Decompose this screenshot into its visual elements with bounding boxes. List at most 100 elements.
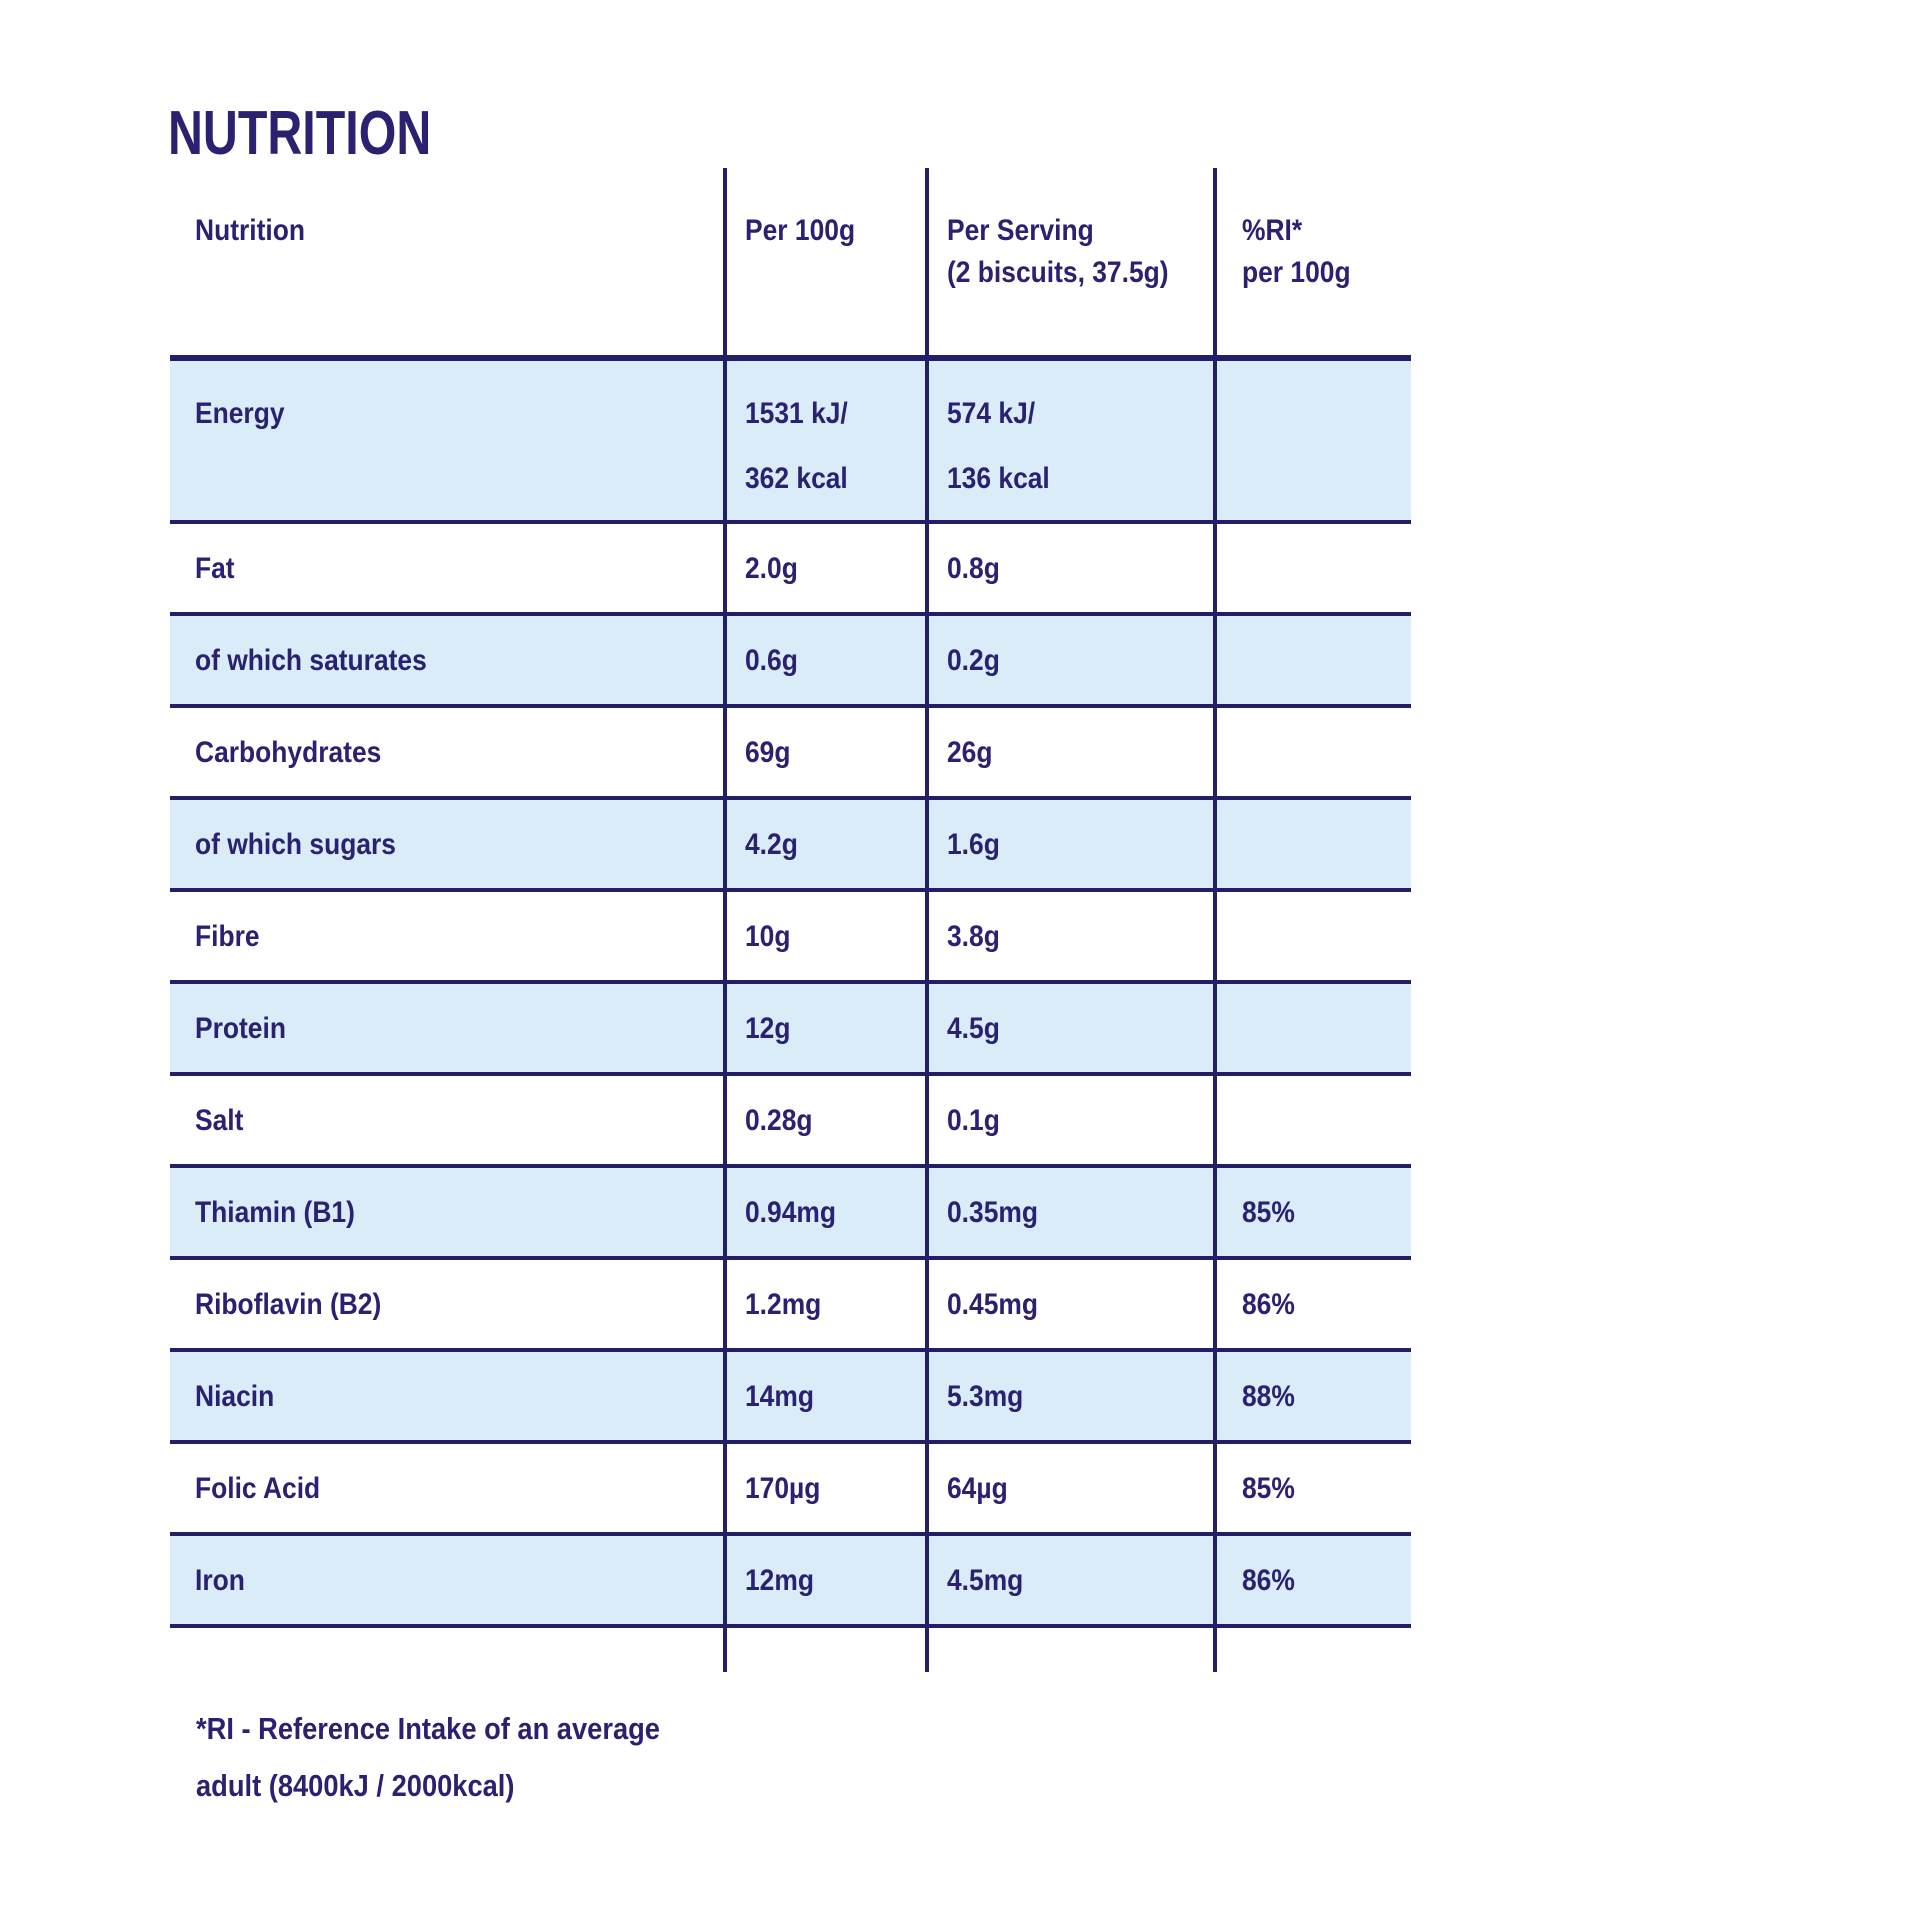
row-label-cell: of which sugars [170,800,723,888]
cell-text: of which saturates [195,643,427,677]
stub-cell [925,1628,1213,1672]
table-row-energy: Energy 1531 kJ/362 kcal 574 kJ/136 kcal [170,355,1411,520]
row-label-cell: Protein [170,984,723,1072]
footnote-line: *RI - Reference Intake of an average [196,1711,660,1746]
per-serving-cell: 26g [925,708,1213,796]
cell-text: 0.94mg [745,1195,836,1229]
row-label-cell: Salt [170,1076,723,1164]
column-header-label: Nutrition [195,214,305,247]
per-100g-cell: 4.2g [723,800,925,888]
per-serving-cell: 1.6g [925,800,1213,888]
cell-text: 170µg [745,1471,821,1505]
ri-per-100g-cell [1213,892,1411,980]
row-label-cell: Thiamin (B1) [170,1168,723,1256]
cell-text: 4.5g [947,1011,1000,1045]
per-serving-cell: 0.1g [925,1076,1213,1164]
ri-per-100g-cell [1213,984,1411,1072]
cell-text: 0.45mg [947,1287,1038,1321]
cell-text: Energy [195,397,285,430]
cell-text: Fibre [195,919,260,953]
cell-text: 0.28g [745,1103,813,1137]
table-row-protein: Protein 12g 4.5g [170,980,1411,1072]
stub-cell [170,1628,723,1672]
cell-text: 0.6g [745,643,798,677]
table-bottom-stub [170,1624,1411,1672]
cell-text: 88% [1242,1379,1295,1413]
per-serving-cell: 4.5g [925,984,1213,1072]
ri-per-100g-cell [1213,708,1411,796]
per-100g-cell: 0.28g [723,1076,925,1164]
ri-per-100g-cell: 88% [1213,1352,1411,1440]
ri-per-100g-cell: 86% [1213,1536,1411,1624]
cell-text: 2.0g [745,551,798,585]
cell-text: 0.1g [947,1103,1000,1137]
cell-text: 0.8g [947,551,1000,585]
cell-text: 4.2g [745,827,798,861]
per-100g-cell: 1531 kJ/362 kcal [723,361,925,520]
cell-text: Niacin [195,1379,275,1413]
cell-text: Salt [195,1103,244,1137]
row-label-cell: Carbohydrates [170,708,723,796]
per-100g-cell: 12mg [723,1536,925,1624]
per-100g-cell: 0.94mg [723,1168,925,1256]
ri-per-100g-cell: 85% [1213,1168,1411,1256]
table-row-niacin: Niacin 14mg 5.3mg 88% [170,1348,1411,1440]
table-row-fat: Fat 2.0g 0.8g [170,520,1411,612]
column-header-sublabel: per 100g [1242,256,1351,289]
table-row-fibre: Fibre 10g 3.8g [170,888,1411,980]
column-header-label: Per Serving [947,214,1094,247]
stub-cell [723,1628,925,1672]
column-header-ri-per-100g: %RI* per 100g [1213,168,1411,355]
stub-cell [1213,1628,1411,1672]
column-header-label: Per 100g [745,214,856,247]
cell-text: Riboflavin (B2) [195,1287,382,1321]
table-header-row: Nutrition Per 100g Per Serving (2 biscui… [170,168,1411,355]
table-row-sugars: of which sugars 4.2g 1.6g [170,796,1411,888]
column-header-per-serving: Per Serving (2 biscuits, 37.5g) [925,168,1213,355]
cell-text: 12mg [745,1563,814,1597]
nutrition-table: Nutrition Per 100g Per Serving (2 biscui… [170,168,1411,1672]
cell-text: Protein [195,1011,286,1045]
column-header-label: %RI* [1242,214,1303,247]
cell-text: 1531 kJ/ [745,397,848,430]
cell-text: 1.6g [947,827,1000,861]
ri-per-100g-cell [1213,1076,1411,1164]
per-100g-cell: 14mg [723,1352,925,1440]
ri-per-100g-cell: 85% [1213,1444,1411,1532]
ri-per-100g-cell [1213,524,1411,612]
cell-text: Carbohydrates [195,735,382,769]
per-100g-cell: 170µg [723,1444,925,1532]
per-100g-cell: 10g [723,892,925,980]
per-serving-cell: 574 kJ/136 kcal [925,361,1213,520]
cell-text: 14mg [745,1379,814,1413]
cell-text: 26g [947,735,993,769]
cell-text: Thiamin (B1) [195,1195,355,1229]
cell-text: 4.5mg [947,1563,1024,1597]
cell-text: 0.2g [947,643,1000,677]
cell-text: 86% [1242,1287,1295,1321]
table-row-salt: Salt 0.28g 0.1g [170,1072,1411,1164]
per-serving-cell: 0.2g [925,616,1213,704]
table-row-thiamin-b1: Thiamin (B1) 0.94mg 0.35mg 85% [170,1164,1411,1256]
cell-text: 0.35mg [947,1195,1038,1229]
reference-intake-footnote: *RI - Reference Intake of an average adu… [196,1700,723,1814]
per-100g-cell: 0.6g [723,616,925,704]
row-label-cell: Energy [170,361,723,520]
cell-text: 3.8g [947,919,1000,953]
row-label-cell: Iron [170,1536,723,1624]
cell-text: Folic Acid [195,1471,321,1505]
row-label-cell: Riboflavin (B2) [170,1260,723,1348]
cell-text: 86% [1242,1563,1295,1597]
per-100g-cell: 69g [723,708,925,796]
cell-text: Iron [195,1563,245,1597]
cell-text: 85% [1242,1195,1295,1229]
table-row-carbohydrates: Carbohydrates 69g 26g [170,704,1411,796]
row-label-cell: Fat [170,524,723,612]
cell-text: 69g [745,735,791,769]
cell-text: 574 kJ/ [947,397,1036,430]
ri-per-100g-cell [1213,616,1411,704]
per-serving-cell: 4.5mg [925,1536,1213,1624]
per-serving-cell: 5.3mg [925,1352,1213,1440]
per-serving-cell: 3.8g [925,892,1213,980]
column-header-nutrition: Nutrition [170,168,723,355]
